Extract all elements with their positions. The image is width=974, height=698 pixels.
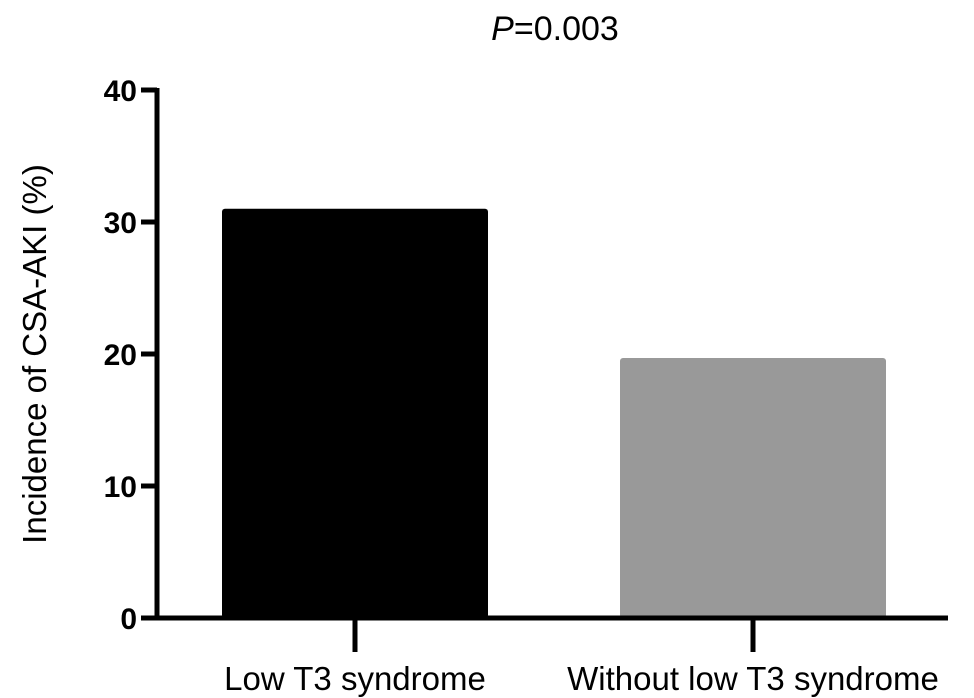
- title-italic: P: [491, 10, 514, 48]
- bar-without-low-t3-syndrome: [620, 357, 886, 618]
- y-axis-label: Incidence of CSA-AKI (%): [16, 164, 53, 544]
- y-tick-label: 0: [120, 603, 137, 636]
- y-tick-label: 20: [104, 339, 137, 372]
- chart-title: P=0.003: [491, 10, 619, 48]
- x-ticks-group: Low T3 syndrome Without low T3 syndrome: [224, 618, 939, 697]
- y-ticks-group: 0 10 20 30 40: [104, 75, 157, 636]
- bars-group: [222, 208, 886, 619]
- y-tick-label: 10: [104, 471, 137, 504]
- y-tick-label: 30: [104, 207, 137, 240]
- bar-low-t3-syndrome: [222, 208, 488, 619]
- title-rest: =0.003: [514, 10, 619, 48]
- x-tick-label: Without low T3 syndrome: [567, 660, 939, 697]
- x-tick-label: Low T3 syndrome: [224, 660, 486, 697]
- y-tick-label: 40: [104, 75, 137, 108]
